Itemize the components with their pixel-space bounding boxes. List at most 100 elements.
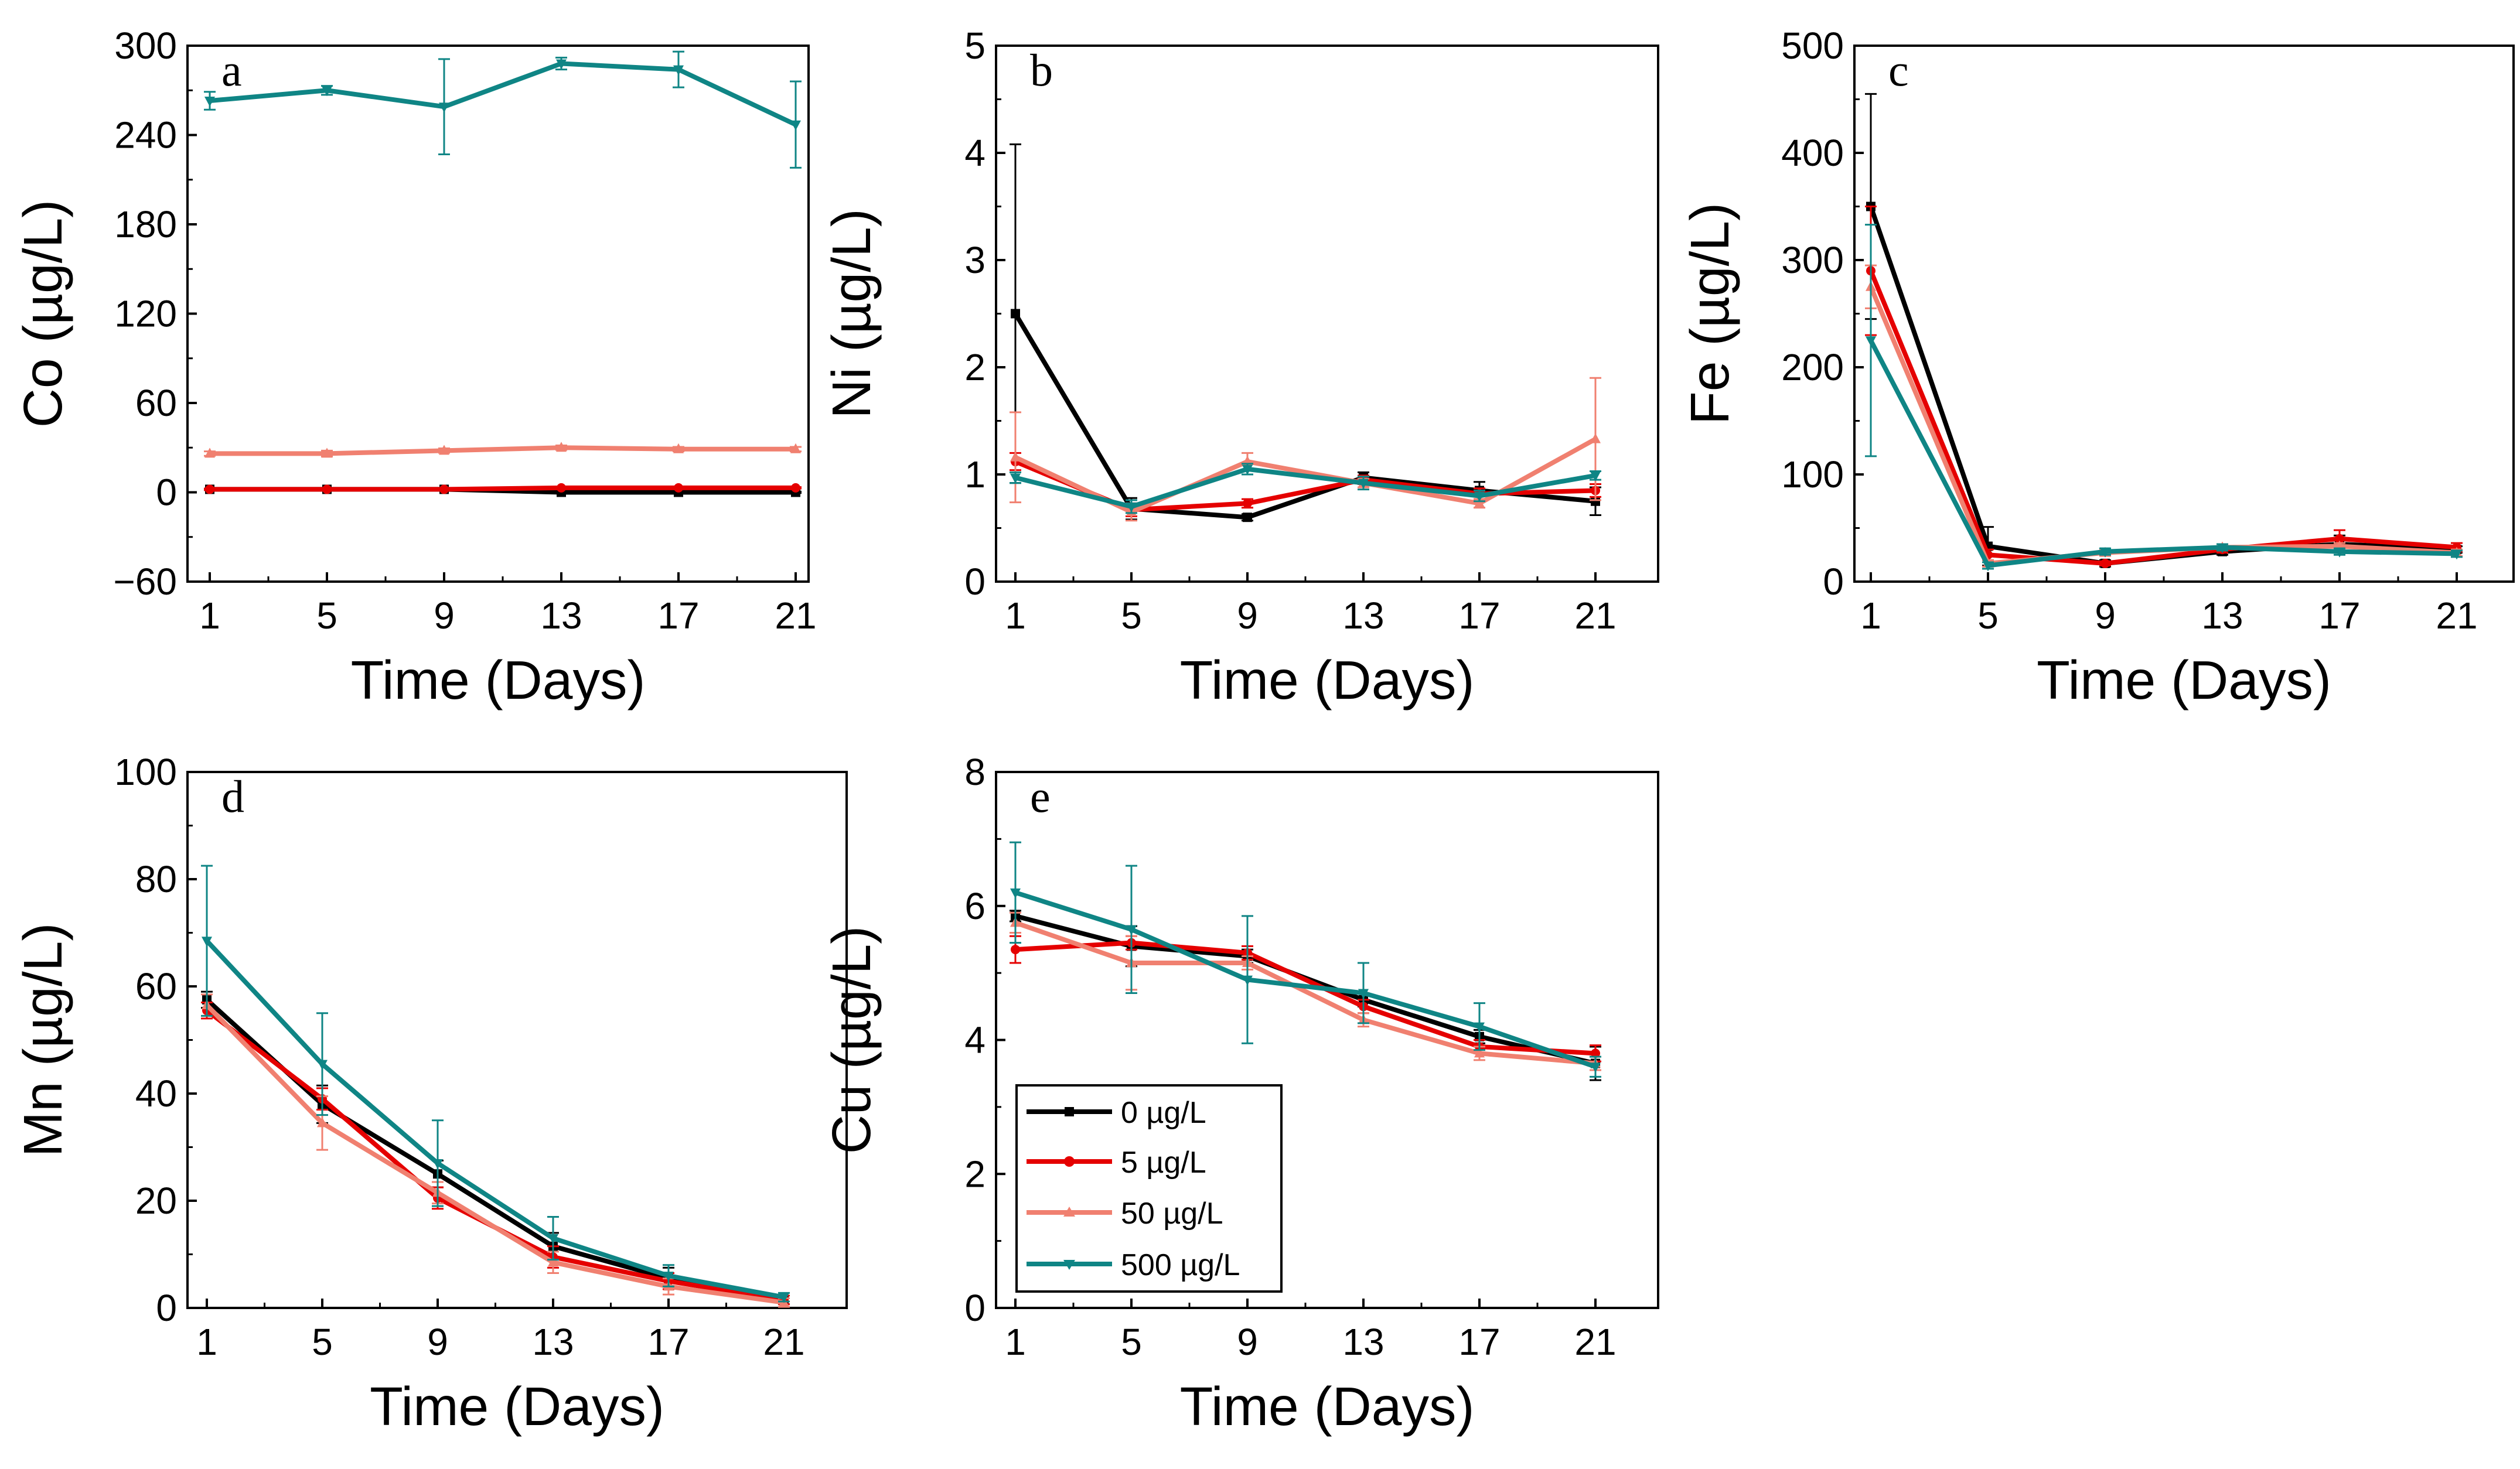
data-point	[790, 120, 801, 131]
y-tick-label: 300	[1781, 239, 1844, 281]
x-tick-label: 13	[1342, 1321, 1384, 1363]
data-point	[204, 447, 215, 458]
legend-label-0: 0 µg/L	[1121, 1096, 1206, 1130]
y-tick-label: 2	[964, 346, 986, 388]
legend-marker-2	[1063, 1207, 1075, 1217]
series-line	[205, 1009, 785, 1303]
y-axis-title: Ni (µg/L)	[821, 209, 882, 418]
data-point	[2451, 549, 2462, 560]
x-tick-label: 1	[196, 1321, 217, 1363]
data-point	[674, 483, 683, 493]
panel-c: 0 100 200 300 400 500 1 5 9 13 17 21 Time (Days) Fe (…	[1679, 25, 2515, 710]
data-point	[1358, 479, 1369, 489]
y-tick-label: 0	[964, 1287, 986, 1329]
legend-marker-3	[1063, 1260, 1075, 1270]
legend-box	[1015, 1084, 1283, 1293]
series-line	[1015, 940, 1596, 1056]
panel-letter: e	[1030, 771, 1051, 822]
y-tick-label: 100	[1781, 453, 1844, 496]
plot-frame	[995, 45, 1659, 583]
y-tick-label: 0	[156, 472, 177, 514]
data-point	[1243, 498, 1252, 508]
data-point	[779, 1293, 789, 1303]
y-tick-label: 4	[964, 1019, 986, 1061]
data-point	[557, 483, 566, 493]
data-point	[556, 59, 567, 70]
y-tick-label: 5	[964, 25, 986, 67]
x-tick-label: 5	[1977, 595, 1999, 637]
data-point	[1010, 473, 1021, 484]
series-line	[1015, 466, 1596, 509]
x-tick-label: 13	[2201, 595, 2243, 637]
data-point	[2100, 558, 2110, 568]
data-point	[322, 447, 332, 458]
series-0	[1010, 143, 1601, 522]
x-tick-label: 13	[532, 1321, 574, 1363]
series-line	[210, 485, 796, 492]
data-point	[322, 484, 332, 494]
data-point	[1242, 975, 1253, 986]
y-tick-label: 240	[114, 114, 177, 156]
x-tick-label: 13	[540, 595, 582, 637]
panel-letter: c	[1888, 45, 1909, 95]
data-point	[204, 97, 215, 107]
series-2	[1865, 264, 2463, 568]
plot-frame	[186, 45, 810, 583]
y-tick-label: 0	[156, 1287, 177, 1329]
data-point	[791, 483, 800, 493]
x-tick-label: 21	[1574, 595, 1616, 637]
data-point	[663, 1272, 674, 1282]
data-point	[1474, 1022, 1485, 1033]
x-tick-label: 9	[1237, 1321, 1258, 1363]
series-0	[201, 990, 790, 1306]
y-axis-title: Fe (µg/L)	[1679, 203, 1740, 425]
data-point	[432, 1159, 443, 1169]
legend-entry-0: 0 µg/L	[1027, 1096, 1206, 1130]
y-axis-title: Cu (µg/L)	[821, 926, 882, 1154]
y-axis-title: Co (µg/L)	[12, 200, 73, 428]
x-tick-label: 1	[199, 595, 220, 637]
panel-letter: d	[221, 771, 244, 822]
data-point	[1126, 502, 1137, 513]
y-axis-title: Mn (µg/L)	[12, 923, 73, 1157]
series-2	[201, 993, 790, 1308]
data-point	[548, 1256, 558, 1267]
data-point	[2100, 547, 2110, 558]
series-3	[1010, 463, 1601, 514]
x-axis-title: Time (Days)	[1180, 1376, 1475, 1437]
x-tick-label: 9	[434, 595, 455, 637]
series-line	[205, 1003, 785, 1305]
x-tick-label: 9	[1237, 595, 1258, 637]
data-point	[673, 65, 684, 76]
panel-e: 0 2 4 6 8 1 5 9 13 17 21 Time (Days) Cu (µg/L) e	[821, 751, 1659, 1437]
x-tick-label: 9	[2095, 595, 2116, 637]
x-tick-label: 5	[316, 595, 337, 637]
plot-frame	[186, 771, 848, 1309]
x-tick-label: 21	[2436, 595, 2477, 637]
y-tick-label: 0	[1823, 561, 1844, 603]
y-tick-label: 3	[964, 239, 986, 281]
x-tick-label: 21	[775, 595, 816, 637]
data-point	[1590, 471, 1601, 481]
data-point	[202, 937, 212, 947]
data-point	[1590, 433, 1601, 443]
series-line	[210, 445, 796, 456]
x-tick-label: 17	[657, 595, 699, 637]
y-tick-label: 20	[135, 1180, 177, 1222]
data-point	[1126, 925, 1137, 935]
series-1	[1865, 206, 2463, 568]
legend-entry-2: 50 µg/L	[1027, 1197, 1223, 1231]
series-line	[205, 997, 785, 1303]
x-tick-label: 17	[1458, 595, 1500, 637]
x-tick-label: 21	[1574, 1321, 1616, 1363]
data-point	[1474, 497, 1485, 508]
data-point	[439, 484, 449, 494]
x-tick-label: 9	[427, 1321, 448, 1363]
data-point	[1591, 496, 1600, 506]
data-point	[673, 443, 684, 453]
y-tick-label: 2	[964, 1153, 986, 1195]
y-tick-label: 80	[135, 858, 177, 900]
series-line	[1868, 269, 2457, 566]
x-tick-label: 5	[312, 1321, 333, 1363]
